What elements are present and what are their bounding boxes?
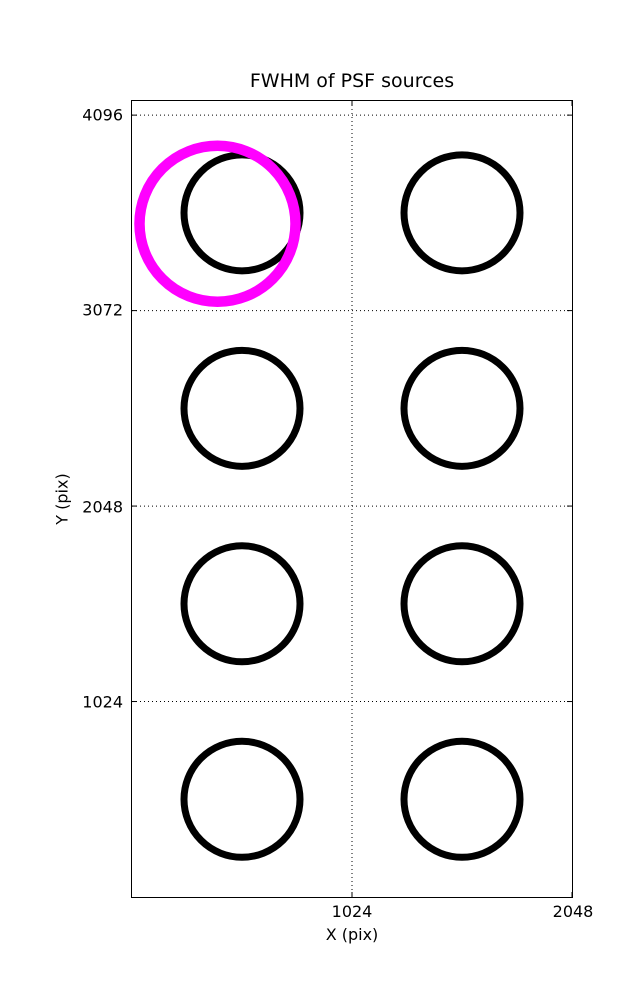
psf-sources-marker <box>180 737 304 861</box>
psf-sources-marker <box>400 542 524 666</box>
y-tick-label-2048: 2048 <box>82 497 123 517</box>
highlighted-source-marker <box>134 140 301 307</box>
psf-sources-marker <box>180 542 304 666</box>
x-tick-label-1024: 1024 <box>331 902 373 921</box>
y-tick-label-1024: 1024 <box>82 692 123 712</box>
plot-svg <box>132 101 572 897</box>
psf-sources-marker <box>180 346 304 470</box>
x-axis-label: X (pix) <box>325 925 379 944</box>
psf-sources-marker <box>400 737 524 861</box>
psf-sources-marker <box>400 346 524 470</box>
chart-title: FWHM of PSF sources <box>249 70 455 92</box>
y-tick-label-4096: 4096 <box>82 105 123 125</box>
plot-area <box>131 100 573 898</box>
x-tick-label-2048: 2048 <box>552 902 594 921</box>
y-tick-label-3072: 3072 <box>82 300 123 320</box>
y-axis-label: Y (pix) <box>52 473 72 525</box>
psf-sources-marker <box>400 151 524 275</box>
